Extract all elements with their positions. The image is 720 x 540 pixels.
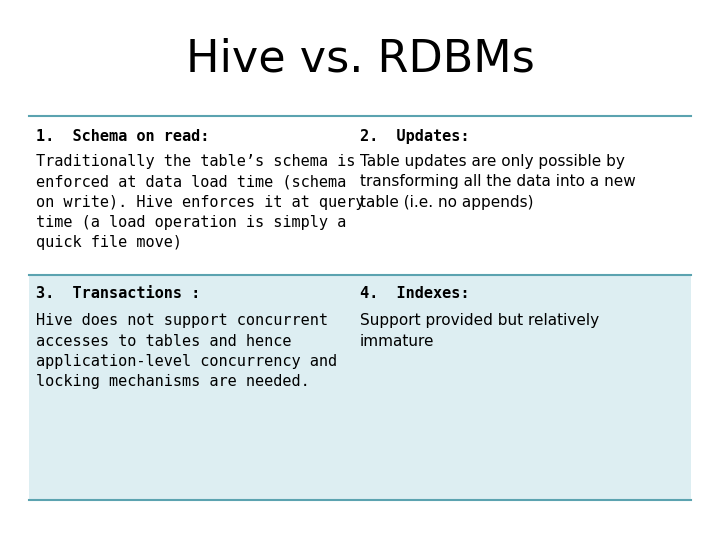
FancyBboxPatch shape — [29, 275, 691, 500]
Text: Traditionally the table’s schema is
enforced at data load time (schema
on write): Traditionally the table’s schema is enfo… — [36, 154, 364, 251]
Text: 4.  Indexes:: 4. Indexes: — [360, 286, 469, 301]
Text: 3.  Transactions :: 3. Transactions : — [36, 286, 200, 301]
Text: Support provided but relatively
immature: Support provided but relatively immature — [360, 313, 599, 349]
Text: 1.  Schema on read:: 1. Schema on read: — [36, 129, 210, 144]
Text: Hive vs. RDBMs: Hive vs. RDBMs — [186, 38, 534, 81]
Text: Hive does not support concurrent
accesses to tables and hence
application-level : Hive does not support concurrent accesse… — [36, 313, 337, 389]
Text: Table updates are only possible by
transforming all the data into a new
table (i: Table updates are only possible by trans… — [360, 154, 636, 210]
Text: 2.  Updates:: 2. Updates: — [360, 129, 469, 144]
